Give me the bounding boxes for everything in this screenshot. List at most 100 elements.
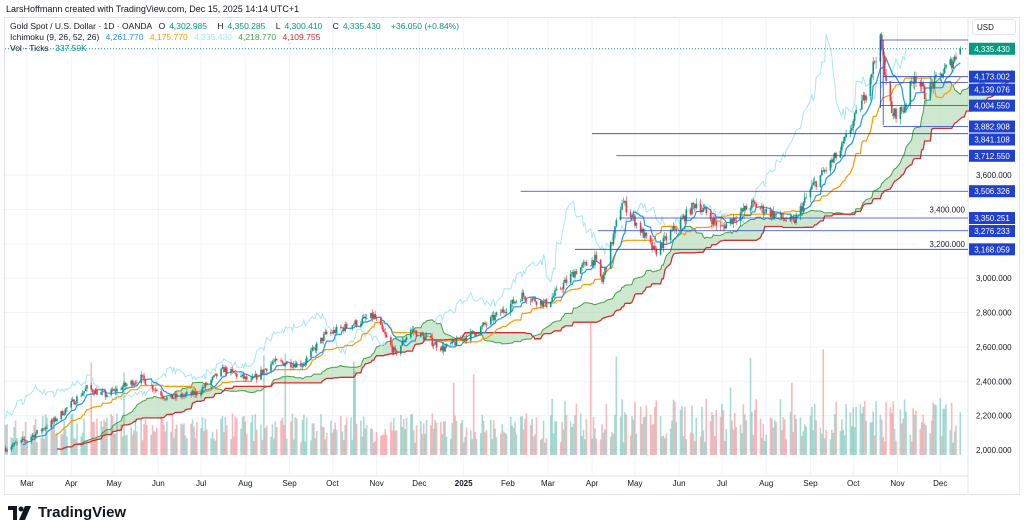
volume-bar [235, 418, 238, 455]
tradingview-logo[interactable]: TradingView [8, 504, 126, 521]
candle-body [522, 292, 525, 297]
candle-body [173, 397, 175, 399]
price-chart[interactable]: 2,000.000 2,200.000 2,400.000 2,600.000 2,80… [0, 0, 1024, 500]
volume-bar [913, 414, 916, 455]
candle-body [134, 382, 137, 384]
y-tick-label: 2,200.000 [976, 412, 1012, 421]
volume-bar [375, 431, 378, 455]
volume-bar [23, 436, 25, 455]
volume-bar [862, 406, 865, 455]
candle-body [635, 222, 638, 226]
volume-bar [16, 437, 18, 455]
volume-bar [561, 421, 563, 455]
candle-body [584, 262, 586, 263]
volume-bar [181, 424, 184, 455]
candle-body [265, 368, 268, 371]
volume-bar [374, 440, 376, 455]
x-tick-label: Dec [412, 479, 426, 488]
volume-bar [4, 425, 7, 455]
volume-bar [502, 431, 505, 455]
volume-bar [36, 441, 38, 455]
volume-bar [160, 416, 162, 455]
volume-bar [504, 432, 506, 455]
candle-body [549, 301, 552, 307]
candle-body [615, 220, 618, 227]
candle-body [893, 108, 896, 117]
volume-bar [595, 438, 598, 455]
volume-bar [574, 415, 576, 455]
price-label-bg [969, 70, 1015, 83]
volume-bar [559, 442, 562, 455]
currency-selector[interactable]: USD [972, 19, 1016, 35]
candle-body [541, 300, 543, 307]
candle-body [390, 337, 392, 346]
price-label: 3,841.108 [974, 136, 1010, 145]
candle-body [482, 322, 485, 326]
volume-bar [781, 430, 783, 455]
volume-bar [611, 432, 613, 455]
volume-bar [354, 371, 357, 455]
candle-body [370, 312, 372, 319]
candle-body [401, 340, 404, 346]
candle-body [404, 339, 406, 343]
candle-body [441, 345, 444, 351]
volume-bar [589, 322, 592, 455]
volume-bar [742, 404, 745, 455]
volume-bar [390, 421, 392, 455]
volume-legend[interactable]: Vol · Ticks 337.59K [10, 43, 463, 54]
x-tick-label: Mar [541, 479, 555, 488]
candle-body [612, 233, 615, 245]
candle-body [841, 143, 843, 151]
ichimoku-legend[interactable]: Ichimoku (9, 26, 52, 26) 4,261.770 4,175… [10, 32, 463, 43]
x-tick-label: Oct [847, 479, 860, 488]
span-b-value: 4,109.755 [282, 32, 321, 42]
symbol-legend[interactable]: Gold Spot / U.S. Dollar · 1D · OANDA O 4,… [10, 21, 463, 32]
volume-bar [585, 419, 588, 455]
candle-body [31, 435, 34, 438]
volume-bar [733, 413, 736, 455]
x-tick-label: Sep [803, 479, 818, 488]
candle-body [362, 316, 365, 319]
candle-body [80, 395, 83, 397]
volume-bar [73, 438, 75, 455]
volume-bar [234, 416, 237, 455]
candle-body [143, 375, 145, 380]
candle-body [150, 385, 152, 386]
candle-body [920, 82, 923, 87]
volume-bar [46, 417, 48, 455]
candle-body [372, 314, 375, 319]
candle-body [853, 113, 856, 121]
volume-bar [445, 436, 448, 455]
candle-body [831, 160, 833, 163]
candle-body [342, 327, 345, 331]
candle-body [141, 374, 144, 376]
candle-body [585, 262, 588, 266]
candle-body [594, 254, 596, 265]
candle-body [682, 215, 685, 219]
candle-body [364, 316, 366, 319]
volume-bar [283, 424, 285, 455]
candle-body [519, 300, 522, 302]
volume-bar [450, 438, 452, 455]
volume-bar [61, 434, 64, 455]
volume-bar [903, 399, 906, 455]
volume-bar [186, 438, 188, 455]
y-tick-label-bg [918, 237, 966, 250]
volume-bar [604, 429, 606, 455]
y-tick-label: 3,000.000 [976, 274, 1012, 283]
candle-body [743, 206, 746, 211]
candle-body [331, 332, 334, 334]
candle-body [156, 389, 158, 392]
volume-bar [873, 435, 876, 455]
volume-bar [782, 417, 785, 455]
candle-body [504, 311, 506, 313]
candle-body [739, 212, 742, 221]
volume-bar [652, 424, 655, 455]
volume-bar [163, 424, 165, 455]
candle-body [872, 61, 875, 74]
candle-body [709, 212, 712, 220]
volume-bar [569, 421, 572, 455]
y-tick-label-bg [918, 203, 966, 216]
change-value: +36.050 (+0.84%) [391, 21, 460, 31]
candle-body [176, 393, 178, 398]
